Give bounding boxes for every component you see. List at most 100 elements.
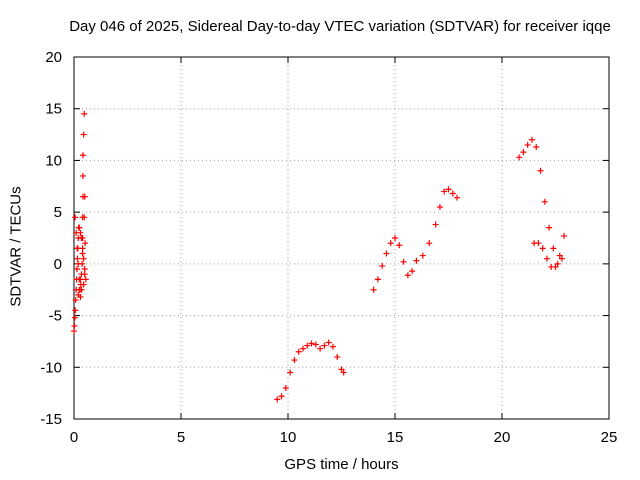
data-point bbox=[74, 245, 81, 252]
data-point bbox=[387, 240, 394, 247]
data-point bbox=[325, 339, 332, 346]
data-point bbox=[550, 245, 557, 252]
data-point bbox=[282, 384, 289, 391]
data-point bbox=[81, 110, 88, 117]
data-point bbox=[426, 240, 433, 247]
data-point bbox=[73, 266, 80, 273]
data-point bbox=[533, 143, 540, 150]
data-point bbox=[278, 393, 285, 400]
data-point bbox=[75, 291, 82, 298]
data-point bbox=[78, 286, 85, 293]
data-point bbox=[76, 224, 83, 231]
data-point bbox=[413, 257, 420, 264]
y-tick-label: 10 bbox=[45, 152, 62, 169]
data-point bbox=[79, 250, 86, 257]
data-point bbox=[78, 235, 85, 241]
data-point bbox=[561, 232, 568, 239]
data-point bbox=[82, 240, 89, 247]
data-point bbox=[79, 152, 86, 159]
data-point bbox=[554, 260, 561, 267]
data-point bbox=[543, 255, 550, 262]
chart-title: Day 046 of 2025, Sidereal Day-to-day VTE… bbox=[69, 18, 611, 35]
data-point bbox=[312, 341, 319, 348]
data-point bbox=[432, 221, 439, 228]
data-point bbox=[374, 276, 381, 283]
data-point bbox=[72, 307, 79, 314]
data-point bbox=[445, 186, 452, 193]
data-point bbox=[317, 345, 324, 352]
y-tick-label: 5 bbox=[54, 204, 62, 221]
data-point bbox=[546, 224, 553, 231]
data-point bbox=[537, 167, 544, 174]
data-point bbox=[81, 193, 88, 200]
data-point bbox=[404, 272, 411, 279]
data-point bbox=[72, 214, 79, 221]
data-point bbox=[520, 149, 527, 156]
data-point bbox=[304, 342, 311, 349]
data-point bbox=[80, 255, 87, 262]
x-tick-label: 20 bbox=[494, 429, 511, 446]
data-point bbox=[338, 366, 345, 373]
x-tick-label: 25 bbox=[601, 429, 618, 446]
data-point bbox=[396, 242, 403, 249]
data-point bbox=[79, 172, 86, 179]
y-tick-label: 20 bbox=[45, 49, 62, 66]
data-point bbox=[541, 198, 548, 205]
data-point bbox=[79, 260, 86, 267]
y-tick-label: -15 bbox=[40, 411, 62, 428]
data-point bbox=[409, 268, 416, 275]
data-point bbox=[535, 240, 542, 247]
data-point bbox=[329, 343, 336, 350]
data-point bbox=[81, 214, 88, 221]
data-point bbox=[77, 229, 84, 236]
y-tick-label: 0 bbox=[54, 256, 62, 273]
data-point bbox=[81, 271, 88, 278]
x-tick-label: 10 bbox=[280, 429, 297, 446]
data-point bbox=[449, 190, 456, 197]
data-point bbox=[558, 255, 565, 262]
data-point bbox=[400, 258, 407, 265]
data-point bbox=[556, 252, 563, 259]
data-point bbox=[274, 396, 281, 403]
y-tick-label: -10 bbox=[40, 359, 62, 376]
data-point bbox=[370, 286, 377, 293]
data-point bbox=[81, 266, 88, 273]
data-point bbox=[528, 136, 535, 143]
data-point bbox=[383, 250, 390, 257]
data-point bbox=[539, 245, 546, 252]
y-tick-label: -5 bbox=[49, 308, 62, 325]
y-axis-label: SDTVAR / TECUs bbox=[7, 186, 25, 307]
data-point bbox=[79, 245, 86, 252]
tick-labels: 0 5 10 15 20 25 -15 -10 -5 0 5 10 15 20 bbox=[40, 49, 617, 446]
data-points bbox=[71, 110, 568, 403]
data-point bbox=[379, 262, 386, 269]
data-point bbox=[454, 194, 461, 201]
data-point bbox=[74, 255, 81, 262]
x-axis-label: GPS time / hours bbox=[284, 456, 399, 473]
data-point bbox=[516, 154, 523, 161]
data-point bbox=[291, 357, 298, 364]
data-point bbox=[436, 203, 443, 210]
data-point bbox=[392, 235, 398, 241]
data-point bbox=[71, 314, 78, 321]
data-point bbox=[82, 276, 89, 283]
x-tick-label: 0 bbox=[70, 429, 78, 446]
grid-lines bbox=[74, 57, 609, 419]
data-point bbox=[287, 369, 294, 376]
y-tick-label: 15 bbox=[45, 101, 62, 118]
x-tick-label: 15 bbox=[387, 429, 404, 446]
data-point bbox=[441, 188, 448, 195]
data-point bbox=[77, 276, 84, 283]
data-point bbox=[334, 353, 341, 360]
data-point bbox=[299, 345, 306, 352]
data-point bbox=[308, 340, 315, 347]
plot-frame bbox=[73, 56, 610, 420]
x-tick-label: 5 bbox=[177, 429, 185, 446]
data-point bbox=[552, 263, 559, 270]
axis-ticks bbox=[73, 56, 610, 420]
data-point bbox=[80, 281, 87, 288]
data-point bbox=[419, 252, 426, 259]
data-point bbox=[295, 348, 302, 355]
data-point bbox=[72, 297, 79, 304]
